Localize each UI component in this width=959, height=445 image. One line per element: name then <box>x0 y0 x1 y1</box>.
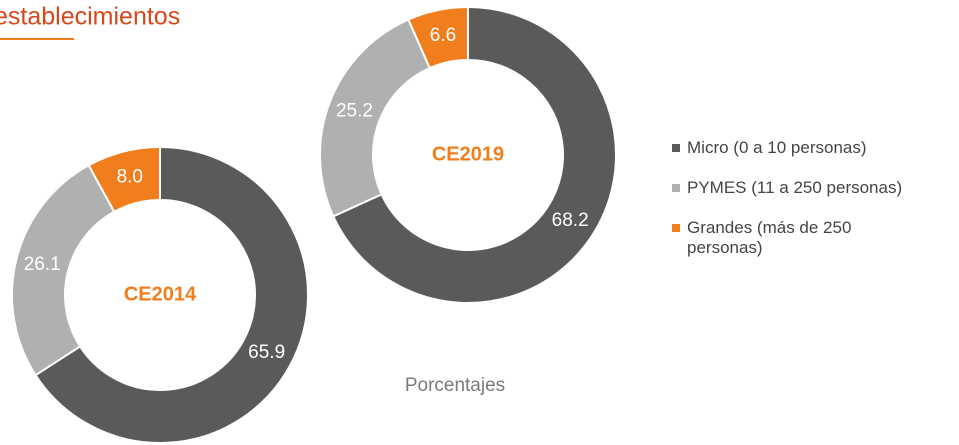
data-label: 25.2 <box>336 101 373 122</box>
note: Porcentajes <box>405 375 505 396</box>
data-label: 6.6 <box>430 25 456 46</box>
legend-item: Grandes (más de 250 personas) <box>672 218 902 258</box>
legend-text: Grandes (más de 250 personas) <box>687 218 852 257</box>
data-label: 26.1 <box>24 254 61 275</box>
legend-text: PYMES (11 a 250 personas) <box>687 178 903 197</box>
data-label: 68.2 <box>552 210 589 231</box>
legend-text: Micro (0 a 10 personas) <box>687 138 867 157</box>
legend-swatch <box>672 184 680 192</box>
donut-segment <box>87 145 161 214</box>
legend-item: Micro (0 a 10 personas) <box>672 138 902 158</box>
legend-item: PYMES (11 a 250 personas) <box>672 178 902 198</box>
legend: Micro (0 a 10 personas) PYMES (11 a 250 p… <box>672 138 902 278</box>
center-label: CE2014 <box>124 283 197 305</box>
donut-segment <box>407 5 469 70</box>
donut-segment <box>331 5 617 304</box>
data-label: 65.9 <box>248 342 285 363</box>
legend-swatch <box>672 144 680 152</box>
donut-segment <box>34 145 309 444</box>
center-label: CE2019 <box>432 143 504 165</box>
legend-swatch <box>672 224 680 232</box>
data-label: 8.0 <box>117 166 143 187</box>
donut-segment <box>319 18 432 218</box>
title: establecimientos <box>0 3 180 31</box>
